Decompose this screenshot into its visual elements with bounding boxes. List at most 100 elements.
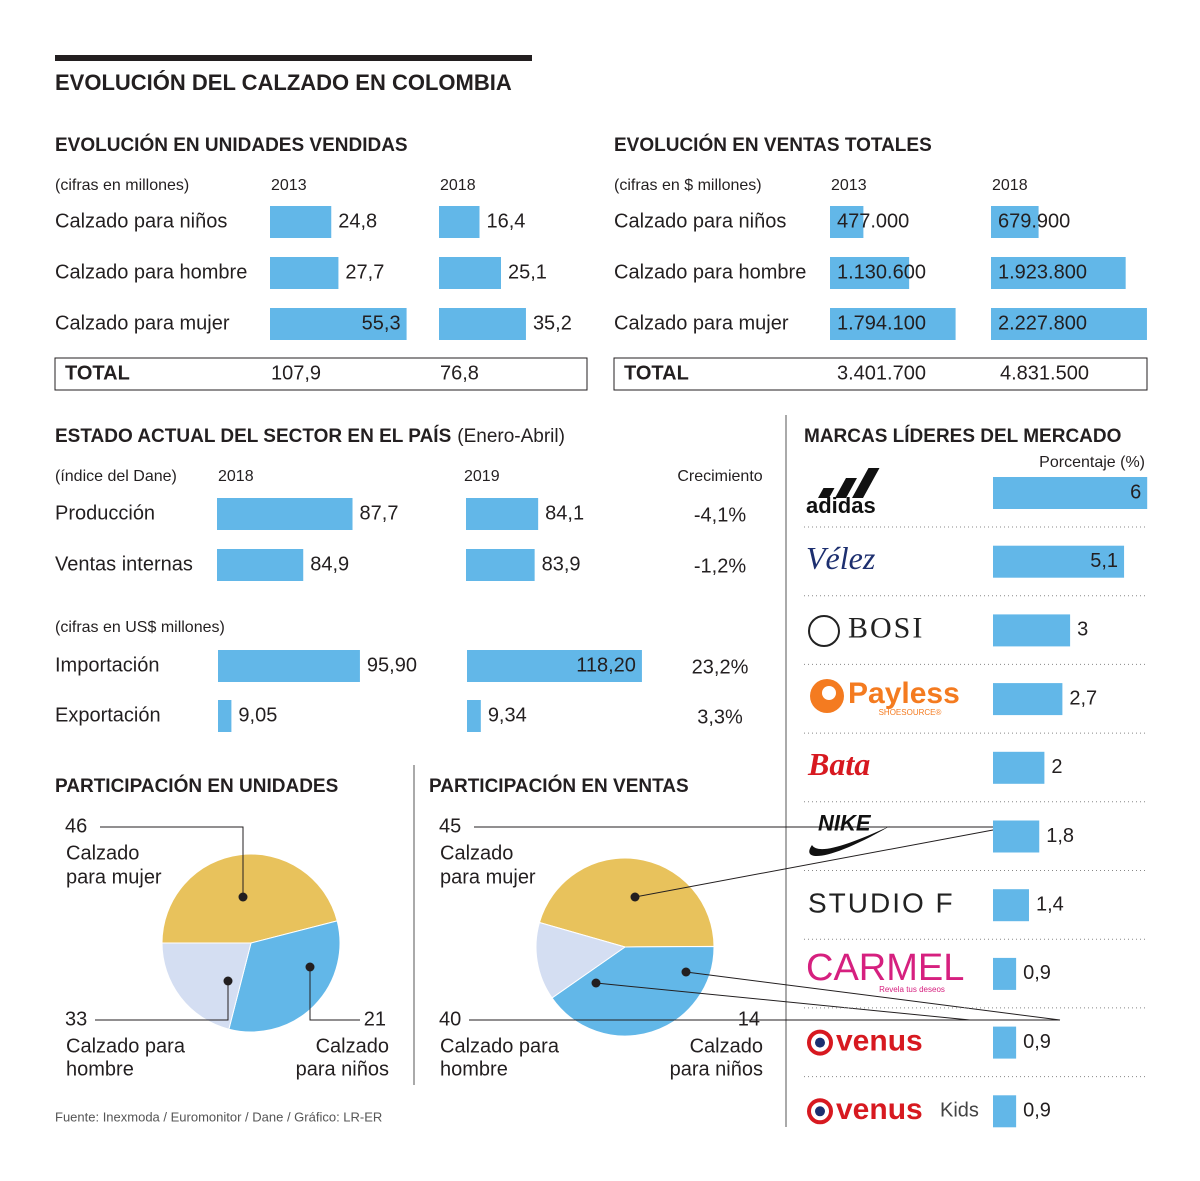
- value-label: 3: [1077, 619, 1088, 641]
- logo-shape: [807, 1098, 833, 1125]
- brand-logo: NIKE: [818, 810, 872, 835]
- brand-logo: CARMEL: [806, 947, 964, 989]
- panel-title: ESTADO ACTUAL DEL SECTOR EN EL PAÍS: [55, 425, 451, 447]
- bar: [466, 549, 535, 581]
- value-label: 0,9: [1023, 1100, 1051, 1122]
- bar: [217, 549, 304, 581]
- value-label: 95,90: [367, 654, 417, 676]
- bar: [439, 308, 526, 340]
- total-value: 107,9: [271, 362, 321, 384]
- leader-dot: [591, 978, 601, 988]
- slice-value: 46: [65, 815, 87, 837]
- top-rule: [55, 55, 532, 61]
- slice-label: Calzado para: [66, 1035, 186, 1057]
- category-label: Calzado para mujer: [55, 312, 230, 334]
- pie-slice: [538, 857, 715, 948]
- series-header: 2018: [440, 177, 476, 194]
- bar: [830, 257, 910, 289]
- slice-label: para mujer: [440, 866, 536, 888]
- value-label: 27,7: [345, 261, 384, 283]
- growth-label: 23,2%: [692, 656, 749, 678]
- total-box: [54, 357, 588, 391]
- panel-title: MARCAS LÍDERES DEL MERCADO: [804, 425, 1121, 447]
- leader-dot: [238, 892, 248, 902]
- category-label: Producción: [55, 502, 155, 524]
- bar: [270, 308, 407, 340]
- logo-shape: [807, 1029, 833, 1056]
- slice-value: 21: [364, 1008, 386, 1030]
- bar: [466, 498, 539, 530]
- series-header: 2018: [992, 177, 1028, 194]
- leader-dot: [681, 967, 691, 977]
- growth-header: Crecimiento: [677, 468, 762, 485]
- brand-tagline: Revela tus deseos: [879, 985, 945, 994]
- category-label: Calzado para niños: [614, 210, 786, 232]
- total-box: [613, 357, 1148, 391]
- bar: [270, 257, 339, 289]
- slice-value: 45: [439, 815, 461, 837]
- brand-tagline: SHOESOURCE®: [879, 708, 942, 717]
- slice-label: hombre: [440, 1058, 508, 1080]
- panel-title: PARTICIPACIÓN EN UNIDADES: [55, 775, 338, 797]
- bar: [993, 1095, 1017, 1128]
- bar: [991, 206, 1039, 238]
- source: Fuente: Inexmoda / Euromonitor / Dane / …: [55, 1109, 382, 1124]
- growth-label: 3,3%: [697, 706, 743, 728]
- bar: [830, 308, 956, 340]
- series-header: 2018: [218, 468, 254, 485]
- value-label: 6: [1130, 481, 1141, 503]
- value-label: 83,9: [542, 553, 581, 575]
- bar: [993, 889, 1029, 922]
- logo-shape: [809, 826, 890, 857]
- value-label: 1.923.800: [998, 261, 1087, 283]
- leader-line: [95, 981, 229, 1021]
- value-label: 87,7: [360, 502, 399, 524]
- value-label: 1.130.600: [837, 261, 926, 283]
- value-label: 35,2: [533, 312, 572, 334]
- value-label: 9,34: [488, 704, 527, 726]
- brand-logo: venus: [836, 1093, 923, 1126]
- total-value: 4.831.500: [1000, 362, 1089, 384]
- series-header: 2013: [271, 177, 307, 194]
- pie-slice: [161, 942, 252, 1030]
- bar: [217, 498, 353, 530]
- value-label: 2.227.800: [998, 312, 1087, 334]
- value-label: 2: [1051, 756, 1062, 778]
- bar: [467, 700, 481, 732]
- leader-dot: [223, 976, 233, 986]
- value-label: 0,9: [1023, 1031, 1051, 1053]
- total-label: TOTAL: [65, 362, 130, 384]
- brand-logo: BOSI: [848, 611, 924, 644]
- panel-title: EVOLUCIÓN EN UNIDADES VENDIDAS: [55, 134, 408, 156]
- logo-shape: [815, 1106, 825, 1117]
- slice-label: para niños: [296, 1058, 389, 1080]
- bar: [993, 820, 1040, 853]
- bar: [830, 206, 864, 238]
- bar: [993, 957, 1017, 990]
- bar: [993, 614, 1071, 647]
- logo-shape: [808, 615, 840, 647]
- bar: [993, 683, 1063, 716]
- value-label: 25,1: [508, 261, 547, 283]
- value-label: 0,9: [1023, 962, 1051, 984]
- slice-value: 40: [439, 1008, 461, 1030]
- brand-logo: Vélez: [806, 540, 876, 576]
- value-label: 1.794.100: [837, 312, 926, 334]
- value-label: 679.900: [998, 210, 1070, 232]
- value-label: 84,1: [545, 502, 584, 524]
- total-value: 3.401.700: [837, 362, 926, 384]
- logo-shape: [818, 488, 835, 498]
- bar: [218, 650, 360, 682]
- slice-label: Calzado: [66, 842, 139, 864]
- category-label: Ventas internas: [55, 553, 193, 575]
- value-label: 2,7: [1069, 687, 1097, 709]
- brand-logo: STUDIO F: [808, 888, 955, 919]
- panel-title: PARTICIPACIÓN EN VENTAS: [429, 775, 689, 797]
- pie-slice: [535, 921, 627, 999]
- bar: [993, 751, 1045, 784]
- brand-logo: Payless: [848, 677, 960, 710]
- leader-line: [309, 967, 360, 1021]
- bar: [467, 650, 642, 682]
- total-label: TOTAL: [624, 362, 689, 384]
- brand-logo: venus: [836, 1025, 923, 1058]
